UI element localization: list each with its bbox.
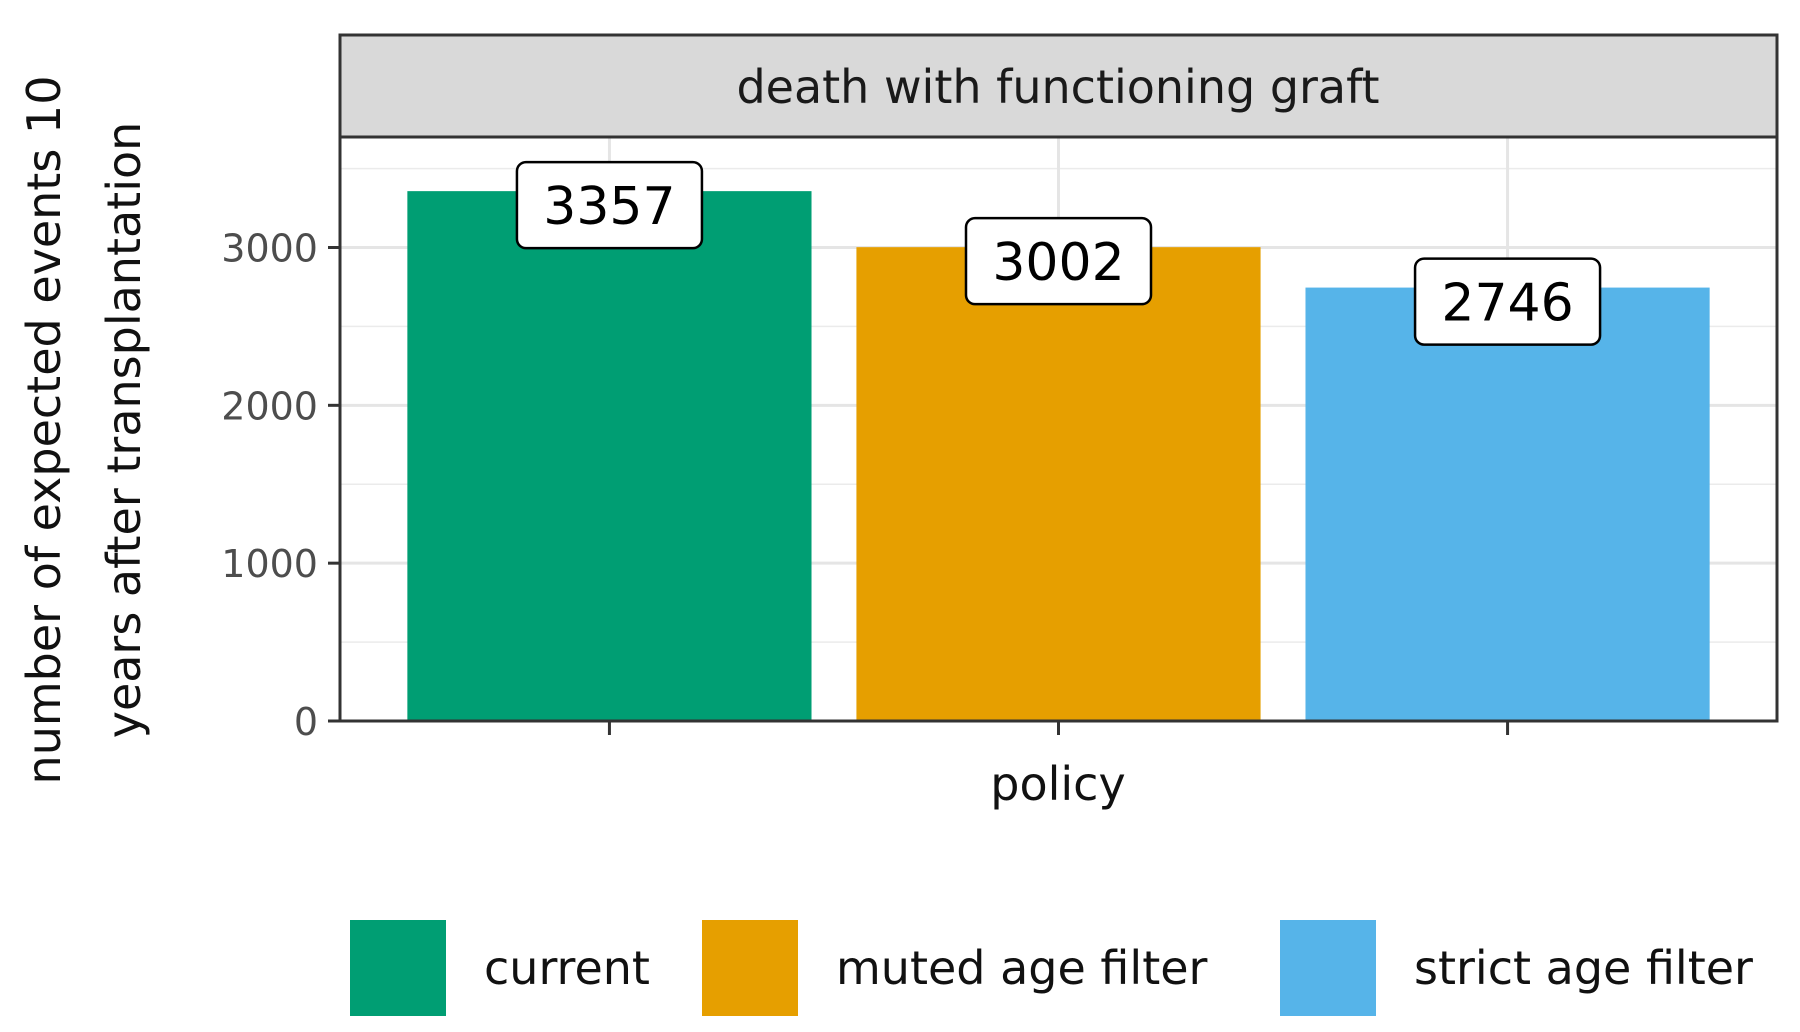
legend-label: current bbox=[484, 941, 650, 995]
x-axis bbox=[607, 721, 1510, 735]
y-tick-label: 3000 bbox=[221, 226, 318, 270]
y-tick-label: 1000 bbox=[221, 542, 318, 586]
legend: current muted age filter strict age filter bbox=[350, 920, 1753, 1016]
data-label: 3002 bbox=[992, 233, 1124, 293]
y-axis-title-line-1: number of expected events 10 bbox=[17, 76, 71, 785]
y-tick-label: 2000 bbox=[221, 384, 318, 428]
legend-key-current bbox=[350, 920, 446, 1016]
bar-muted-age-filter bbox=[856, 247, 1261, 721]
bar-current bbox=[407, 191, 812, 722]
bar-strict-age-filter bbox=[1305, 287, 1710, 721]
bars-layer bbox=[407, 191, 1710, 722]
legend-label: strict age filter bbox=[1414, 941, 1753, 995]
y-axis-title-line-2: years after transplantation bbox=[97, 122, 151, 739]
data-label: 2746 bbox=[1441, 274, 1573, 334]
legend-label: muted age filter bbox=[836, 941, 1208, 995]
data-labels-layer: 3357 3002 2746 bbox=[515, 160, 1602, 346]
legend-key-muted-age-filter bbox=[702, 920, 798, 1016]
data-label-box bbox=[1413, 257, 1602, 346]
data-label-box bbox=[964, 216, 1153, 306]
y-tick-label: 0 bbox=[294, 700, 318, 744]
y-axis: 0 1000 2000 3000 bbox=[221, 226, 340, 744]
facet-title: death with functioning graft bbox=[736, 60, 1379, 114]
facet-strip bbox=[338, 33, 1779, 139]
legend-key-strict-age-filter bbox=[1280, 920, 1376, 1016]
data-label: 3357 bbox=[543, 177, 675, 237]
data-label-box bbox=[515, 160, 704, 250]
x-axis-title: policy bbox=[990, 757, 1125, 811]
